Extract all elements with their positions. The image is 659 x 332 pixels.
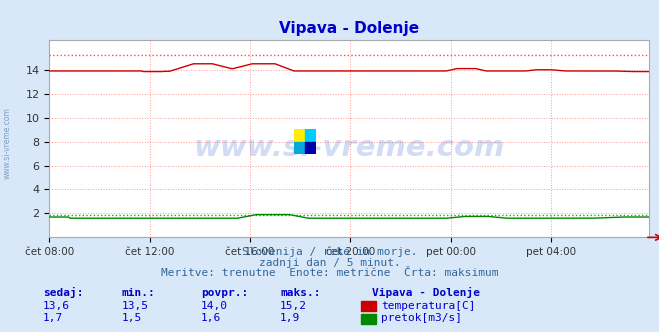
Title: Vipava - Dolenje: Vipava - Dolenje xyxy=(279,21,419,36)
Bar xyxy=(304,129,316,142)
Text: Meritve: trenutne  Enote: metrične  Črta: maksimum: Meritve: trenutne Enote: metrične Črta: … xyxy=(161,268,498,278)
Text: 1,6: 1,6 xyxy=(201,313,221,323)
Text: 14,0: 14,0 xyxy=(201,301,228,311)
Text: Vipava - Dolenje: Vipava - Dolenje xyxy=(372,287,480,298)
Text: pretok[m3/s]: pretok[m3/s] xyxy=(381,313,462,323)
Bar xyxy=(294,129,304,142)
Text: temperatura[C]: temperatura[C] xyxy=(381,301,475,311)
Text: zadnji dan / 5 minut.: zadnji dan / 5 minut. xyxy=(258,258,401,268)
Text: povpr.:: povpr.: xyxy=(201,288,248,298)
Text: maks.:: maks.: xyxy=(280,288,320,298)
Text: 13,6: 13,6 xyxy=(43,301,70,311)
Text: sedaj:: sedaj: xyxy=(43,287,83,298)
Text: 1,5: 1,5 xyxy=(122,313,142,323)
Bar xyxy=(304,142,316,154)
Text: 1,9: 1,9 xyxy=(280,313,301,323)
Bar xyxy=(294,142,304,154)
Text: 1,7: 1,7 xyxy=(43,313,63,323)
Text: www.si-vreme.com: www.si-vreme.com xyxy=(194,134,505,162)
Text: Slovenija / reke in morje.: Slovenija / reke in morje. xyxy=(242,247,417,257)
Text: min.:: min.: xyxy=(122,288,156,298)
Text: 15,2: 15,2 xyxy=(280,301,307,311)
Text: www.si-vreme.com: www.si-vreme.com xyxy=(3,107,12,179)
Text: 13,5: 13,5 xyxy=(122,301,149,311)
